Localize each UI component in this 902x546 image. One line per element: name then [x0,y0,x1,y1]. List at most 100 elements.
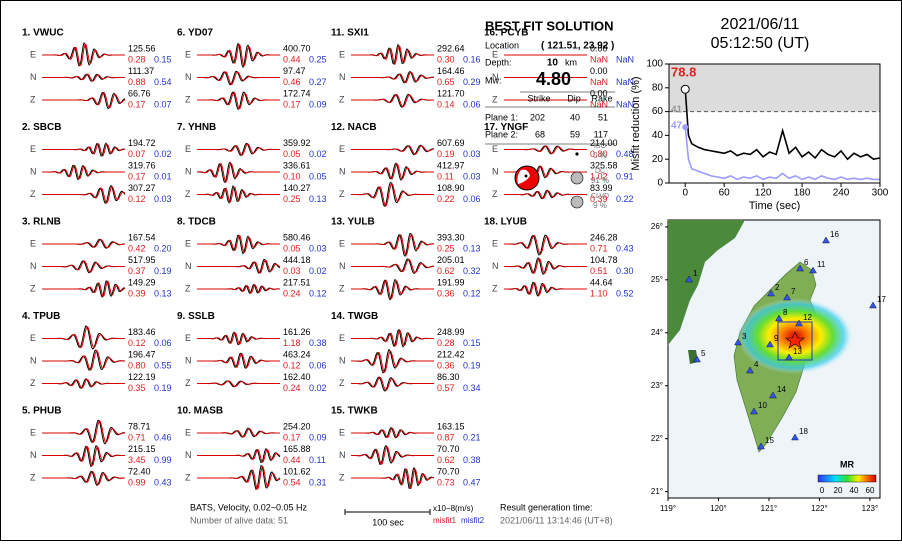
component: Z [30,94,36,104]
synthetic-trace [197,43,280,68]
amplitude: 149.29 [128,277,156,287]
component: E [339,144,345,154]
location: ( 121.51, 23.92 ) [541,41,614,52]
component: N [492,72,499,82]
synthetic-trace [197,380,280,387]
plot-frame [668,63,881,184]
colorbar-tick: 40 [850,486,859,495]
misfit2: 0.43 [154,477,172,487]
component: Z [339,472,345,482]
component: E [30,238,36,248]
gen-time: 2021/06/11 13:14:46 (UT+8) [500,515,613,525]
misfit2: 0.13 [309,194,327,204]
misfit1: 0.14 [437,99,455,109]
synthetic-trace [351,279,434,300]
station [734,338,742,346]
amplitude: 111.37 [128,66,154,76]
misfit1: 0.25 [283,194,301,204]
synthetic-trace [350,376,434,392]
amplitude: 104.78 [590,255,618,265]
depth-label: Depth: [485,57,512,67]
synthetic-trace [42,91,126,109]
misfit2-key: misfit2 [461,516,485,525]
component: E [492,144,498,154]
station-number: 16 [830,230,839,239]
lon-tick-label: 119° [660,504,676,513]
station-number: 15 [765,436,774,445]
misfit2: 0.99 [154,455,172,465]
synthetic-trace [197,143,281,156]
station [791,433,799,441]
synthetic-trace [197,235,280,254]
misfit1: 0.03 [283,266,301,276]
misfit2: 0.15 [463,338,481,348]
misfit2: 0.03 [463,171,481,181]
filter: BATS, Velocity, 0.02~0.05 Hz [190,502,307,512]
annotation: 47 [671,121,683,132]
misfit1: NaN [590,99,608,109]
amplitude: 101.62 [283,466,311,476]
gen-label: Result generation time: [500,502,593,512]
y-tick-label: 100 [646,59,663,70]
misfit1: 0.99 [128,477,146,487]
reference-band [669,64,880,112]
component: E [185,333,191,343]
footer: BATS, Velocity, 0.02~0.05 Hz Number of a… [190,502,613,527]
amplitude: 215.15 [128,444,156,454]
beachball-quadrant [517,169,530,184]
misfit1: 0.17 [128,171,146,181]
misfit1: 0.88 [128,77,146,87]
amplitude: 194.72 [128,138,156,148]
synthetic-trace [197,428,280,438]
component: E [30,333,36,343]
station-number: 12 [803,313,812,322]
x-tick-label: 60 [719,188,731,199]
synthetic-trace [196,186,280,204]
synthetic-trace [197,466,281,490]
component: N [185,450,192,460]
synthetic-trace [42,445,126,467]
misfit2: 0.27 [309,77,327,87]
amplitude: 70.70 [437,466,460,476]
amplitude: 122.19 [128,372,156,382]
component-name: DC [595,168,605,175]
misfit1: 0.80 [128,360,146,370]
component: E [492,49,498,59]
table-header: Strike [527,93,550,103]
amplitude: 86.30 [437,372,460,382]
amplitude: 412.97 [437,160,465,170]
amplitude: 212.42 [437,349,465,359]
component: Z [185,283,191,293]
x-tick-label: 240 [833,188,850,199]
component: Z [339,378,345,388]
colorbar-tick: 20 [834,486,843,495]
component: N [339,261,346,271]
alive: Number of alive data: 51 [190,515,288,525]
misfit1: 0.65 [437,77,455,87]
component-percent: 91 % [591,176,609,185]
misfit2: 0.38 [309,338,327,348]
component: Z [30,283,36,293]
series-line [684,126,880,181]
misfit2: 0.09 [309,432,327,442]
station [693,355,701,363]
misfit1: 0.12 [283,360,301,370]
x-axis-label: Time (sec) [749,200,801,212]
amplitude: 161.26 [283,327,311,337]
amplitude: 580.46 [283,232,311,242]
x-tick-label: 0 [682,188,688,199]
misfit2: 0.06 [309,360,327,370]
misfit1: 0.11 [437,171,454,181]
station-number: 2 [775,283,780,292]
station-number: 14 [777,385,786,394]
misfit1: 0.07 [128,149,146,159]
station [746,366,754,374]
synthetic-trace [196,71,280,85]
misfit2: 0.11 [309,455,326,465]
component: Z [492,283,498,293]
synthetic-trace [196,162,280,183]
synthetic-trace [351,44,434,65]
amplitude: 167.54 [128,232,156,242]
component: Z [185,378,191,388]
